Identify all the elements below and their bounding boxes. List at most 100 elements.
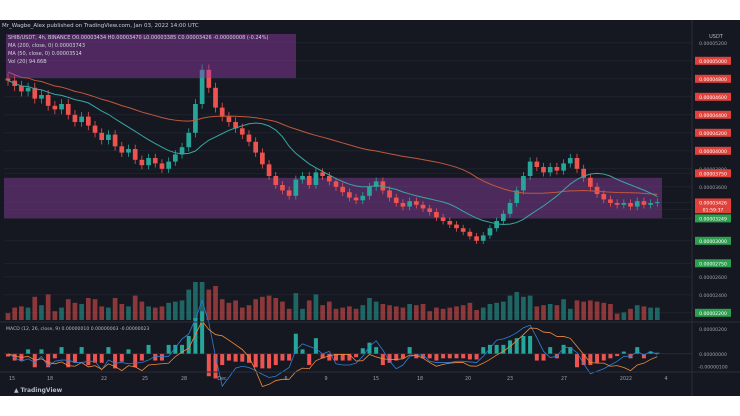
volume-bar (588, 300, 593, 320)
volume-bar (474, 310, 479, 320)
candle-body (460, 228, 466, 232)
macd-tick-label: 0.00000000 (699, 352, 727, 358)
volume-bar (132, 295, 138, 320)
candle-body (166, 161, 171, 169)
price-tag-bg (695, 205, 731, 214)
candle-body (581, 168, 587, 178)
candle-body (360, 195, 366, 201)
candle-body (52, 105, 58, 110)
volume-bar (480, 307, 486, 320)
candle-body (634, 201, 640, 207)
macd-histogram-bar (166, 344, 171, 354)
candle-body (313, 172, 319, 185)
macd-histogram-bar (380, 353, 385, 366)
candle-body (628, 203, 633, 207)
candle-body (454, 224, 459, 229)
candle-body (447, 221, 453, 225)
macd-histogram-bar (434, 353, 439, 361)
candle-body (99, 132, 105, 140)
macd-histogram-bar (635, 347, 640, 354)
macd-histogram-bar (153, 353, 158, 361)
tradingview-logo-icon: ▲ (14, 387, 19, 394)
price-tick-label: 0.00004800 (699, 77, 727, 83)
volume-bar (19, 306, 24, 320)
price-tag-bg (695, 259, 731, 268)
candle-body (199, 69, 205, 104)
macd-histogram-bar (615, 353, 620, 357)
tradingview-brand: TradingView (20, 387, 63, 394)
price-tick-label: 0.00005000 (699, 59, 727, 65)
candle-body (387, 190, 392, 198)
candle-body (588, 177, 593, 187)
candle-body (641, 201, 647, 205)
macd-histogram-bar (447, 353, 452, 359)
macd-histogram-bar (200, 311, 205, 354)
macd-histogram-bar (641, 353, 646, 359)
price-tag-bg (695, 308, 731, 317)
macd-histogram-bar (180, 344, 185, 354)
volume-bar (360, 305, 366, 320)
volume-bar (59, 307, 64, 320)
macd-tick-label: 0.00000200 (699, 327, 727, 333)
publisher-line: Mr_Wagbe_Alex published on TradingView.c… (2, 23, 199, 29)
candle-body (608, 199, 613, 203)
macd-histogram-bar (400, 353, 405, 359)
macd-histogram-bar (99, 353, 104, 363)
volume-bar (507, 295, 513, 320)
volume-bar (313, 294, 319, 320)
time-tick-label: 18 (47, 376, 53, 382)
candle-body (507, 203, 513, 214)
ma200-line (7, 71, 658, 195)
candle-body (594, 186, 600, 194)
candle-body (648, 203, 653, 205)
macd-histogram-bar (367, 342, 372, 354)
candle-body (173, 154, 178, 162)
volume-bar (139, 301, 145, 320)
macd-histogram-bar (561, 344, 566, 354)
time-tick-label: 25 (142, 376, 148, 382)
price-axis-currency: USDT (709, 34, 724, 40)
macd-histogram-bar (568, 347, 573, 354)
price-tick-label: 0.00005200 (699, 41, 727, 47)
candle-body (367, 186, 372, 196)
candle-body (253, 141, 259, 153)
macd-histogram-bar (501, 344, 506, 354)
volume-bar (501, 301, 506, 320)
macd-histogram-bar (481, 347, 486, 354)
volume-bar (654, 307, 660, 320)
macd-histogram-bar (521, 335, 526, 354)
macd-histogram-bar (159, 353, 164, 361)
volume-bar (634, 305, 640, 320)
macd-histogram-bar (193, 318, 198, 354)
volume-bar (206, 289, 212, 320)
time-tick-label: Dec (217, 376, 227, 382)
legend-ma50: MA (50, close, 0) 0.00003514 (8, 51, 82, 57)
volume-bar (280, 301, 285, 320)
candle-body (260, 152, 265, 165)
volume-bar (300, 308, 305, 320)
volume-bar (333, 308, 339, 320)
macd-histogram-bar (441, 353, 446, 359)
macd-histogram-bar (213, 353, 218, 379)
candle-body (193, 104, 198, 133)
candle-body (72, 114, 78, 122)
price-tag-bg (695, 198, 731, 207)
macd-tick-label: -0.00000100 (698, 364, 727, 370)
macd-histogram-bar (106, 347, 111, 354)
volume-bar (219, 299, 225, 320)
volume-bar (467, 302, 473, 320)
volume-bar (112, 298, 118, 320)
macd-line (7, 299, 658, 388)
candle-body (474, 236, 479, 241)
macd-histogram-bar (454, 353, 459, 359)
macd-histogram-bar (407, 347, 412, 354)
volume-bar (340, 307, 346, 320)
macd-histogram-bar (541, 353, 546, 361)
volume-bar (306, 300, 312, 320)
candle-body (440, 217, 446, 221)
volume-bar (541, 305, 546, 320)
macd-histogram-bar (119, 353, 124, 362)
volume-bar (521, 296, 526, 320)
time-tick-label: 22 (101, 376, 107, 382)
